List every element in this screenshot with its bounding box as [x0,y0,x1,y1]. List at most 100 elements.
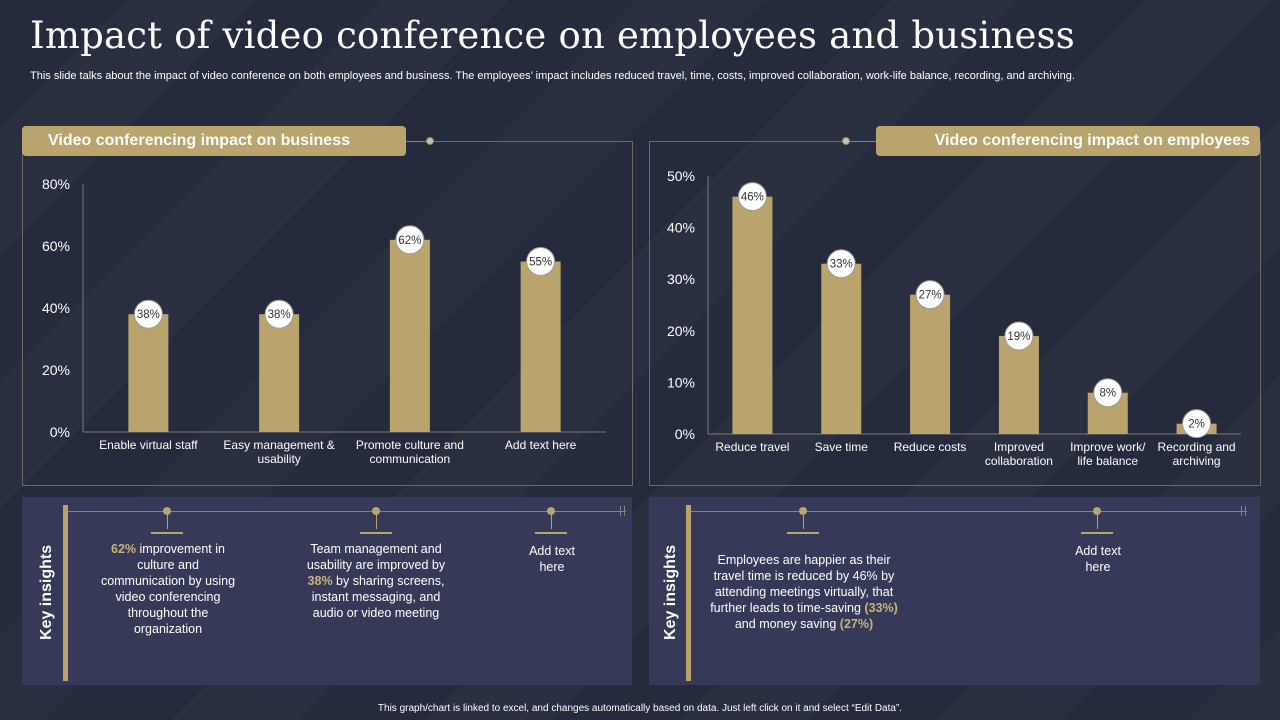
insight-team-management: Team management and usability are improv… [302,541,450,621]
insight-add-text: Add text here [1075,544,1121,574]
data-label: 33% [830,259,853,271]
data-label: 8% [1099,388,1116,400]
y-tick-label: 50% [667,168,695,184]
timeline-base [1081,532,1113,534]
timeline-stem [1097,515,1098,529]
insight-text: and money saving [734,617,840,631]
x-tick-label: Improve work/ [1070,440,1146,454]
timeline-stem [551,515,552,529]
timeline-node [163,507,171,515]
data-label: 38% [268,309,291,321]
insight-highlight: 62% [111,542,137,556]
bar [259,314,300,432]
page-title: Impact of video conference on employees … [30,14,1075,57]
y-tick-label: 40% [42,300,70,316]
insights-accent-bar-business [63,505,68,681]
x-tick-label: Recording and [1158,440,1236,454]
x-tick-label: usability [257,452,300,466]
key-insights-label-employees: Key insights [662,544,679,640]
y-tick-label: 60% [42,238,70,254]
x-tick-label: collaboration [985,454,1053,468]
data-label-bubble [395,225,425,255]
y-tick-label: 10% [667,374,695,390]
y-tick-label: 0% [675,426,695,442]
bar [998,335,1039,434]
x-tick-label: Reduce costs [894,440,967,454]
insight-text: Employees are happier as their travel ti… [710,553,895,615]
x-tick-label: Enable virtual staff [99,438,198,452]
insight-text: improvement in culture and communication… [100,542,236,636]
data-label: 62% [398,235,421,247]
business-header-dot [426,137,434,145]
bar [128,314,169,432]
timeline-base [787,532,819,534]
insight-culture: 62% improvement in culture and communica… [95,541,241,637]
business-chart-title: Video conferencing impact on business [22,126,406,156]
insights-panel-business [22,497,632,685]
timeline-end-mark [1241,506,1242,516]
data-label: 38% [137,309,160,321]
page-subtitle: This slide talks about the impact of vid… [30,70,1075,82]
data-label-bubble [133,299,163,329]
y-tick-label: 20% [42,362,70,378]
timeline-base [535,532,567,534]
employees-header-connector [850,141,876,142]
timeline-node [1093,507,1101,515]
insight-text: by sharing screens, instant messaging, a… [311,574,445,620]
timeline-end-mark [620,506,621,516]
data-label: 2% [1188,419,1205,431]
x-tick-label: Easy management & [223,438,334,452]
insight-highlight: (33%) [864,601,898,615]
x-tick-label: communication [370,452,451,466]
y-tick-label: 0% [50,424,70,440]
x-tick-label: archiving [1173,454,1221,468]
bar [821,263,862,434]
bar [732,196,773,434]
bar [389,239,430,432]
x-tick-label: Promote culture and [356,438,464,452]
data-label-bubble [526,247,556,276]
timeline-base [151,532,183,534]
timeline-stem [167,515,168,529]
business-header-connector [406,141,430,142]
insight-text: Team management and usability are improv… [306,542,446,572]
data-label: 55% [529,257,552,269]
timeline-stem [376,515,377,529]
insight-highlight: 38% [307,574,333,588]
insights-accent-bar-employees [686,505,691,681]
data-label-bubble [737,182,767,212]
key-insights-label-business: Key insights [38,544,55,640]
y-tick-label: 20% [667,323,695,339]
x-tick-label: Reduce travel [715,440,789,454]
footer-note: This graph/chart is linked to excel, and… [377,703,903,714]
employees-header-dot [842,137,850,145]
insights-timeline-employees [691,511,1247,512]
data-label-bubble [264,299,294,329]
timeline-stem [803,515,804,529]
x-tick-label: life balance [1077,454,1138,468]
data-label-bubble [826,249,856,279]
insights-panel-employees [649,497,1260,685]
insight-employees-happier: Employees are happier as their travel ti… [704,552,904,632]
data-label-bubble [915,280,945,310]
insights-timeline-business [68,511,626,512]
employees-bar-chart: 0% 10% 20% 30% 40% 50% 46% Reduce travel 33% Save… [667,168,1241,468]
x-tick-label: Add text here [505,438,577,452]
y-tick-label: 30% [667,271,695,287]
data-label: 27% [919,290,942,302]
data-label-bubble [1093,378,1123,408]
bar [520,261,561,432]
y-tick-label: 40% [667,220,695,236]
x-tick-label: Improved [994,440,1044,454]
y-tick-label: 80% [42,176,70,192]
timeline-end-mark [624,506,625,516]
business-bar-chart: 0% 20% 40% 60% 80% 38% Enable virtual staff 38%… [42,176,606,466]
insight-add-text: Add text here [529,544,575,574]
bar [910,294,951,434]
data-label: 46% [741,192,764,204]
data-label-bubble [1182,409,1212,439]
x-tick-label: Save time [815,440,869,454]
data-label-bubble [1004,321,1034,351]
timeline-base [360,532,392,534]
timeline-node [372,507,380,515]
